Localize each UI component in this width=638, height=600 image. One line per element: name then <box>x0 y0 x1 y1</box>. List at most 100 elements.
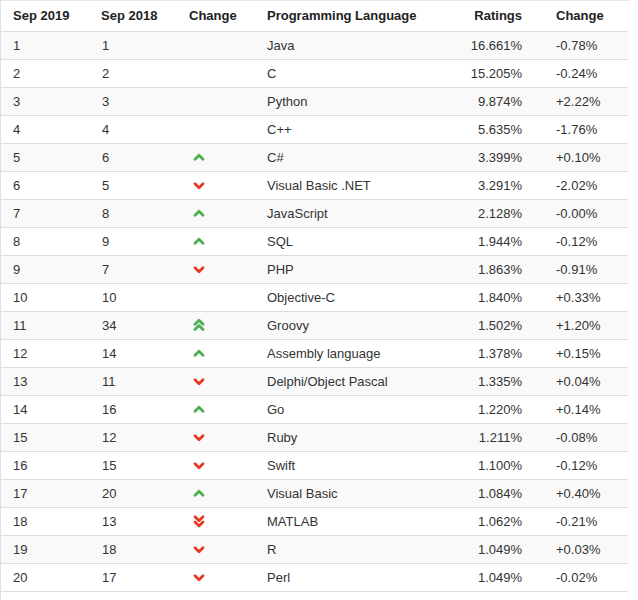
language-cell: R <box>255 535 455 563</box>
language-cell: Perl <box>255 563 455 591</box>
rank-2018-cell: 4 <box>89 115 177 143</box>
language-cell: SQL <box>255 227 455 255</box>
table-row: 1813MATLAB1.062%-0.21% <box>1 507 628 535</box>
change-arrow-cell <box>177 479 255 507</box>
rating-cell: 2.128% <box>455 199 544 227</box>
rank-2018-cell: 34 <box>89 311 177 339</box>
change-value-cell: -0.24% <box>544 59 628 87</box>
rank-2019-cell: 9 <box>1 255 89 283</box>
table-row: 1134Groovy1.502%+1.20% <box>1 311 628 339</box>
rank-2018-cell: 14 <box>89 339 177 367</box>
table-row: 1311Delphi/Object Pascal1.335%+0.04% <box>1 367 628 395</box>
double-up-arrow-icon <box>193 318 205 332</box>
double-down-arrow-icon <box>193 514 205 528</box>
rating-cell: 1.084% <box>455 479 544 507</box>
language-rankings-table: Sep 2019Sep 2018ChangeProgramming Langua… <box>1 1 628 592</box>
change-arrow-cell <box>177 367 255 395</box>
rating-cell: 1.335% <box>455 367 544 395</box>
table-row: 33Python9.874%+2.22% <box>1 87 628 115</box>
rank-2018-cell: 20 <box>89 479 177 507</box>
change-arrow-cell <box>177 283 255 311</box>
change-value-cell: -2.02% <box>544 171 628 199</box>
rank-2019-cell: 4 <box>1 115 89 143</box>
change-arrow-cell <box>177 395 255 423</box>
up-arrow-icon <box>193 237 205 246</box>
change-value-cell: +0.40% <box>544 479 628 507</box>
rank-2019-cell: 15 <box>1 423 89 451</box>
change-arrow-cell <box>177 171 255 199</box>
rating-cell: 1.378% <box>455 339 544 367</box>
rank-2018-cell: 13 <box>89 507 177 535</box>
column-header-language: Programming Language <box>255 1 455 31</box>
language-cell: C <box>255 59 455 87</box>
change-value-cell: +0.04% <box>544 367 628 395</box>
change-arrow-cell <box>177 199 255 227</box>
table-row: 1512Ruby1.211%-0.08% <box>1 423 628 451</box>
rank-2018-cell: 8 <box>89 199 177 227</box>
column-header-rating: Ratings <box>455 1 544 31</box>
rank-2018-cell: 2 <box>89 59 177 87</box>
language-cell: C# <box>255 143 455 171</box>
change-value-cell: +0.03% <box>544 535 628 563</box>
table-header: Sep 2019Sep 2018ChangeProgramming Langua… <box>1 1 628 31</box>
table-row: 78JavaScript2.128%-0.00% <box>1 199 628 227</box>
rank-2019-cell: 1 <box>1 31 89 59</box>
rating-cell: 9.874% <box>455 87 544 115</box>
change-value-cell: -0.78% <box>544 31 628 59</box>
rank-2018-cell: 10 <box>89 283 177 311</box>
rank-2019-cell: 13 <box>1 367 89 395</box>
rating-cell: 15.205% <box>455 59 544 87</box>
change-arrow-cell <box>177 143 255 171</box>
rank-2019-cell: 10 <box>1 283 89 311</box>
column-header-change: Change <box>544 1 628 31</box>
change-arrow-cell <box>177 451 255 479</box>
rank-2018-cell: 16 <box>89 395 177 423</box>
change-value-cell: +0.15% <box>544 339 628 367</box>
table-row: 2017Perl1.049%-0.02% <box>1 563 628 591</box>
language-cell: Groovy <box>255 311 455 339</box>
rank-2019-cell: 7 <box>1 199 89 227</box>
language-cell: Swift <box>255 451 455 479</box>
rating-cell: 1.211% <box>455 423 544 451</box>
rating-cell: 1.049% <box>455 535 544 563</box>
language-cell: Java <box>255 31 455 59</box>
change-value-cell: +0.10% <box>544 143 628 171</box>
rating-cell: 1.100% <box>455 451 544 479</box>
table-row: 1214Assembly language1.378%+0.15% <box>1 339 628 367</box>
change-arrow-cell <box>177 227 255 255</box>
rating-cell: 1.062% <box>455 507 544 535</box>
table-row: 97PHP1.863%-0.91% <box>1 255 628 283</box>
rank-2019-cell: 16 <box>1 451 89 479</box>
language-cell: Objective-C <box>255 283 455 311</box>
rating-cell: 3.399% <box>455 143 544 171</box>
change-value-cell: -0.21% <box>544 507 628 535</box>
table-row: 1720Visual Basic1.084%+0.40% <box>1 479 628 507</box>
rank-2018-cell: 18 <box>89 535 177 563</box>
table-row: 65Visual Basic .NET3.291%-2.02% <box>1 171 628 199</box>
table-row: 56C#3.399%+0.10% <box>1 143 628 171</box>
language-cell: Delphi/Object Pascal <box>255 367 455 395</box>
table-row: 1010Objective-C1.840%+0.33% <box>1 283 628 311</box>
change-value-cell: -0.02% <box>544 563 628 591</box>
language-cell: Visual Basic <box>255 479 455 507</box>
rank-2019-cell: 12 <box>1 339 89 367</box>
rank-2018-cell: 9 <box>89 227 177 255</box>
rating-cell: 1.944% <box>455 227 544 255</box>
change-value-cell: -1.76% <box>544 115 628 143</box>
table-body: 11Java16.661%-0.78%22C15.205%-0.24%33Pyt… <box>1 31 628 591</box>
change-arrow-cell <box>177 87 255 115</box>
down-arrow-icon <box>193 573 205 582</box>
down-arrow-icon <box>193 433 205 442</box>
rank-2019-cell: 20 <box>1 563 89 591</box>
change-arrow-cell <box>177 563 255 591</box>
rank-2019-cell: 14 <box>1 395 89 423</box>
rating-cell: 3.291% <box>455 171 544 199</box>
table-row: 11Java16.661%-0.78% <box>1 31 628 59</box>
change-arrow-cell <box>177 423 255 451</box>
down-arrow-icon <box>193 265 205 274</box>
rank-2018-cell: 1 <box>89 31 177 59</box>
language-cell: PHP <box>255 255 455 283</box>
change-arrow-cell <box>177 31 255 59</box>
rank-2019-cell: 11 <box>1 311 89 339</box>
change-value-cell: -0.00% <box>544 199 628 227</box>
